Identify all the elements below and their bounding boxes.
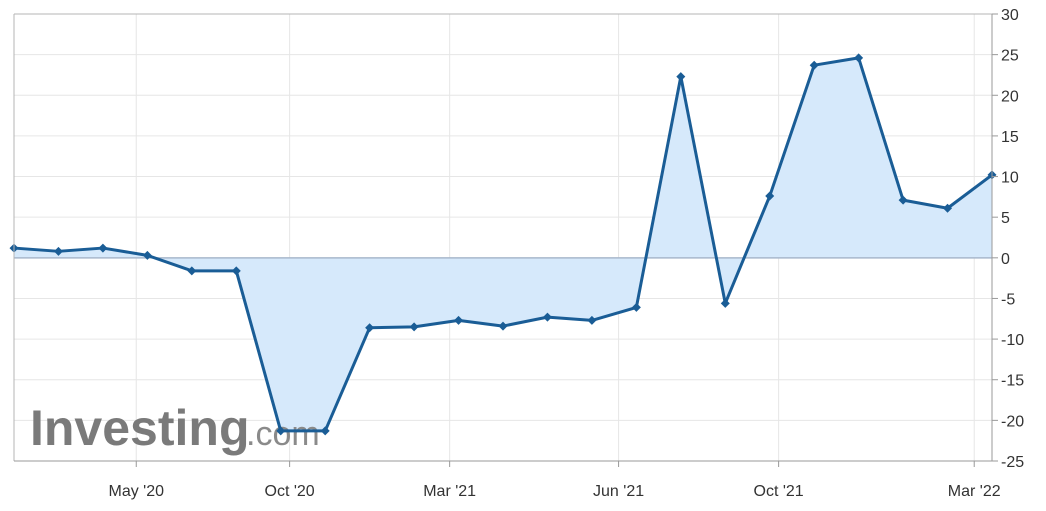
x-tick-label: Mar '22: [948, 483, 1001, 500]
data-point: [809, 60, 819, 70]
data-point: [587, 315, 597, 325]
y-axis-ticks: 30 25 20 15 10 5 0 -5 -10 -15 -20 -25: [992, 7, 1024, 471]
data-point: [676, 72, 686, 82]
y-tick-label: -10: [1001, 332, 1024, 349]
data-point: [187, 266, 197, 276]
x-tick-label: May '20: [108, 483, 164, 500]
y-tick-label: 25: [1001, 48, 1019, 65]
x-tick-label: Oct '20: [265, 483, 315, 500]
x-tick-label: Jun '21: [593, 483, 644, 500]
data-point: [498, 321, 508, 331]
y-tick-label: -25: [1001, 454, 1024, 471]
plot-frame: [13, 13, 993, 462]
y-tick-label: 20: [1001, 88, 1019, 105]
data-point: [898, 195, 908, 205]
data-point: [943, 203, 953, 213]
x-tick-label: Oct '21: [754, 483, 804, 500]
y-tick-label: -5: [1001, 291, 1015, 308]
data-point: [854, 53, 864, 63]
area-fill: [14, 57, 992, 431]
data-point: [542, 312, 552, 322]
data-point: [631, 302, 641, 312]
y-tick-label: 15: [1001, 129, 1019, 146]
investing-logo: Investing .com: [30, 400, 320, 456]
y-tick-label: 30: [1001, 7, 1019, 24]
data-point: [276, 426, 286, 436]
data-point: [231, 266, 241, 276]
y-tick-label: 10: [1001, 170, 1019, 187]
data-point: [365, 323, 375, 333]
data-point: [320, 426, 330, 436]
data-point: [454, 315, 464, 325]
area-fill-path: [14, 57, 992, 431]
data-markers: [9, 53, 997, 436]
y-tick-label: 5: [1001, 210, 1010, 227]
x-axis-ticks: May '20 Oct '20 Mar '21 Jun '21 Oct '21 Mar '…: [108, 461, 1001, 500]
watermark-brand: Investing: [30, 400, 249, 456]
y-tick-label: -20: [1001, 413, 1024, 430]
data-point: [53, 246, 63, 256]
data-point: [142, 250, 152, 260]
watermark-suffix: .com: [246, 415, 320, 453]
data-point: [409, 322, 419, 332]
x-tick-label: Mar '21: [423, 483, 476, 500]
y-tick-label: -15: [1001, 373, 1024, 390]
y-tick-label: 0: [1001, 251, 1010, 268]
data-point: [720, 298, 730, 308]
data-point: [98, 243, 108, 253]
data-point: [765, 191, 775, 201]
